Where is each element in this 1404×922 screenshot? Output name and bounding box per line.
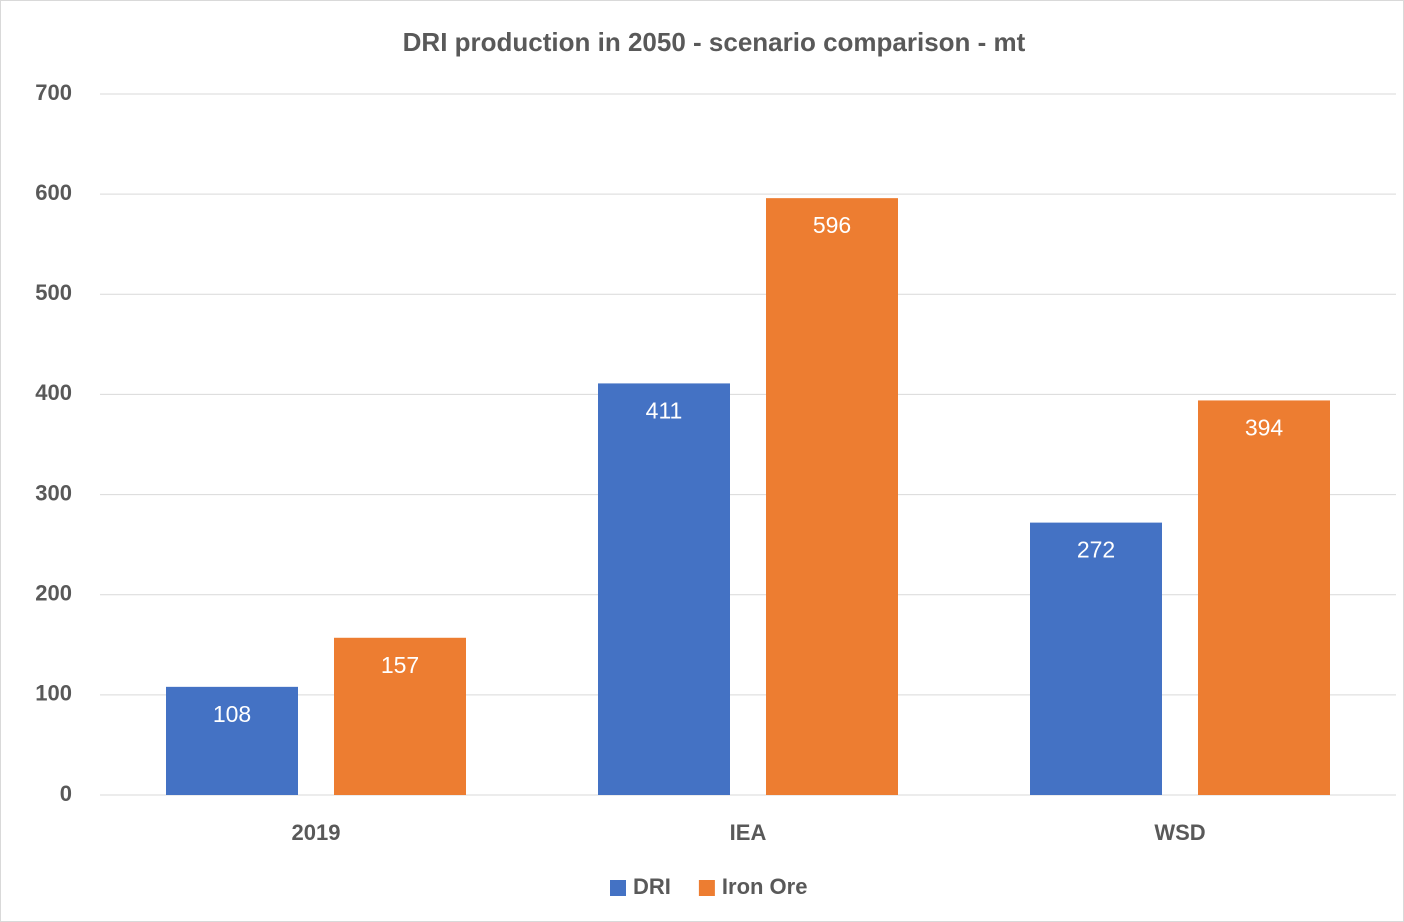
data-label: 411 <box>646 397 683 423</box>
y-tick-label: 300 <box>35 480 72 505</box>
x-tick-label: IEA <box>730 820 767 845</box>
y-tick-label: 700 <box>35 80 72 105</box>
legend-swatch <box>610 880 626 896</box>
data-label: 157 <box>381 652 419 678</box>
x-tick-label: 2019 <box>292 820 341 845</box>
bar <box>598 383 730 795</box>
bar <box>1198 400 1330 795</box>
x-tick-label: WSD <box>1154 820 1205 845</box>
legend-swatch <box>698 880 715 896</box>
y-tick-label: 600 <box>35 180 72 205</box>
data-label: 108 <box>213 701 251 727</box>
y-tick-label: 100 <box>35 681 72 706</box>
data-label: 272 <box>1077 537 1115 563</box>
bar <box>1030 522 1162 795</box>
data-label: 596 <box>813 212 851 238</box>
bar <box>766 198 898 796</box>
y-tick-label: 500 <box>35 280 72 305</box>
bar <box>166 686 298 795</box>
y-tick-label: 0 <box>60 781 72 806</box>
bar <box>334 637 466 795</box>
y-tick-label: 200 <box>35 581 72 606</box>
legend-label: Iron Ore <box>722 874 808 899</box>
y-tick-label: 400 <box>35 380 72 405</box>
chart-title: DRI production in 2050 - scenario compar… <box>403 27 1026 57</box>
data-label: 394 <box>1245 415 1284 441</box>
legend-label: DRI <box>633 874 671 899</box>
